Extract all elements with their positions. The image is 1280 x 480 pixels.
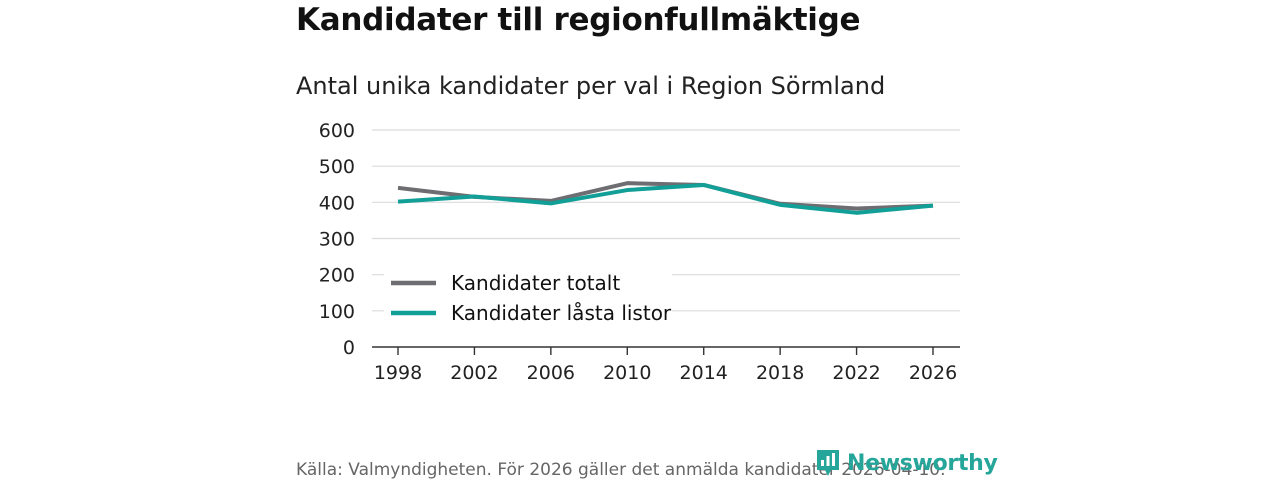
logo-text: Newsworthy [847, 450, 998, 476]
y-tick-label: 500 [319, 156, 355, 178]
series-line-2 [397, 182, 934, 215]
legend: Kandidater totalt Kandidater låsta listor [384, 266, 672, 328]
y-tick-label: 0 [343, 337, 355, 359]
chart-title: Kandidater till regionfullmäktige [296, 2, 861, 38]
x-tick-label: 2010 [603, 362, 651, 384]
legend-label: Kandidater totalt [451, 271, 620, 295]
legend-label: Kandidater låsta listor [451, 301, 672, 325]
x-axis: 1998 2002 2006 2010 2014 2018 2022 2026 [372, 346, 960, 384]
y-tick-label: 100 [319, 301, 355, 323]
x-tick-label: 2026 [909, 362, 957, 384]
x-tick-label: 2002 [450, 362, 498, 384]
y-tick-label: 400 [319, 192, 355, 214]
x-tick-label: 2006 [527, 362, 575, 384]
y-tick-label: 300 [319, 229, 355, 251]
chart-subtitle: Antal unika kandidater per val i Region … [296, 72, 886, 100]
y-tick-label: 600 [319, 120, 355, 142]
source-note: Källa: Valmyndigheten. För 2026 gäller d… [296, 460, 946, 480]
y-tick-label: 200 [319, 265, 355, 287]
x-tick-label: 1998 [374, 362, 422, 384]
y-axis-ticks: 0 100 200 300 400 500 600 [319, 120, 355, 359]
series-lines [397, 181, 934, 215]
bar-chart-pin-icon [817, 450, 839, 476]
newsworthy-logo: Newsworthy [815, 446, 998, 480]
x-tick-label: 2022 [832, 362, 880, 384]
x-tick-label: 2018 [756, 362, 804, 384]
legend-background [384, 266, 672, 328]
x-tick-label: 2014 [680, 362, 728, 384]
